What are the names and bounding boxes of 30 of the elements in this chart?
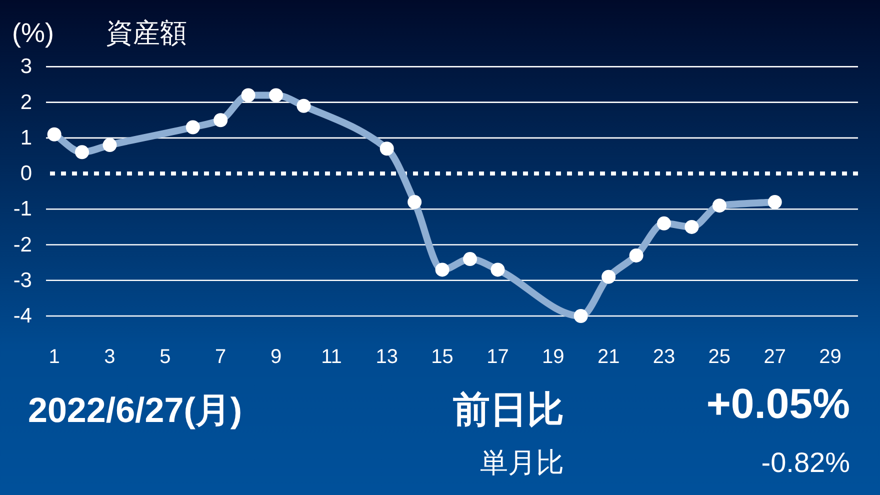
xtick: 21 [597, 346, 620, 368]
annotation: +0.05% [706, 380, 850, 427]
ytick: 2 [20, 90, 32, 114]
xtick: 13 [376, 346, 398, 368]
xtick: 5 [160, 346, 171, 368]
ytick: 3 [20, 55, 32, 78]
ylabel: (%) [12, 18, 54, 48]
xtick: 25 [708, 346, 731, 368]
annotation: -0.82% [761, 447, 850, 478]
xtick: 9 [270, 346, 282, 368]
xtick: 29 [819, 346, 842, 368]
ytick: -2 [13, 233, 32, 256]
annotation: 単月比 [480, 447, 564, 478]
xtick: 19 [542, 346, 564, 368]
xtick: 15 [431, 346, 454, 368]
xtick: 11 [321, 346, 342, 368]
title: 資産額 [106, 18, 187, 48]
ytick: 1 [20, 126, 32, 150]
annotation: 2022/6/27(月) [28, 391, 242, 430]
ytick: -1 [13, 198, 32, 221]
ytick: -3 [13, 268, 32, 292]
xtick: 23 [652, 346, 676, 368]
xtick: 7 [215, 346, 226, 368]
xtick: 27 [764, 346, 786, 368]
annotation: 前日比 [453, 389, 564, 430]
xtick: 1 [48, 346, 60, 368]
ytick: 0 [20, 162, 32, 186]
ytick: -4 [13, 304, 32, 328]
xtick: 17 [486, 346, 509, 368]
xtick: 3 [104, 346, 116, 368]
